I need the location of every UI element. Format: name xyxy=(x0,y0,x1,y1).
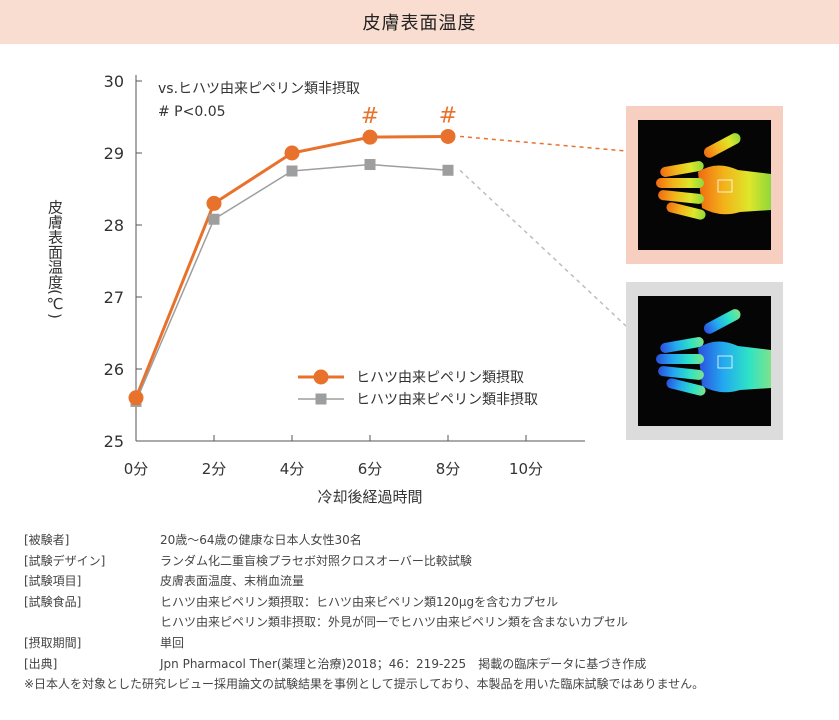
legend-marker xyxy=(315,393,327,405)
y-tick-label: 30 xyxy=(104,72,124,91)
note-value: ヒハツ由来ピペリン類摂取：ヒハツ由来ピペリン類120μgを含むカプセル xyxy=(160,594,559,609)
note-label: [試験食品] xyxy=(24,594,82,609)
footnote: ※日本人を対象とした研究レビュー採用論文の試験結果を事例として提示しており、本製… xyxy=(24,677,705,692)
x-tick-label: 2分 xyxy=(202,460,227,478)
note-label: [摂取期間] xyxy=(24,635,82,650)
thermal-hand-cool-image xyxy=(638,296,771,426)
note-row-items: [試験項目] 皮膚表面温度、末梢血流量 xyxy=(24,571,824,592)
note-label: [被験者] xyxy=(24,533,70,547)
note-row-subjects: [被験者] 20歳～64歳の健康な日本人女性30名 xyxy=(24,530,824,551)
thermal-image-cool-frame xyxy=(626,282,783,440)
significance-annotation: # P<0.05 xyxy=(158,104,226,120)
page-title: 皮膚表面温度 xyxy=(362,13,477,34)
data-point-intake xyxy=(362,129,378,145)
note-label: [試験デザイン] xyxy=(24,553,106,568)
note-label: [出典] xyxy=(24,656,58,671)
significance-mark: # xyxy=(361,104,379,129)
note-value: 20歳～64歳の健康な日本人女性30名 xyxy=(160,533,362,547)
note-row-period: [摂取期間] 単回 xyxy=(24,633,824,654)
title-banner: 皮膚表面温度 xyxy=(0,0,839,44)
x-tick-label: 10分 xyxy=(509,460,543,478)
legend-label: ヒハツ由来ピペリン類非摂取 xyxy=(356,392,538,408)
x-axis-label: 冷却後経過時間 xyxy=(317,488,422,506)
x-tick-label: 0分 xyxy=(124,460,149,478)
y-tick-label: 28 xyxy=(104,216,124,235)
significance-mark: # xyxy=(439,103,457,128)
note-value: 皮膚表面温度、末梢血流量 xyxy=(160,574,305,589)
note-row-source: [出典] Jpn Pharmacol Ther(薬理と治療)2018；46：21… xyxy=(24,654,824,675)
note-label: [試験項目] xyxy=(24,574,82,589)
thermal-hand-warm-image xyxy=(638,120,771,250)
note-value: Jpn Pharmacol Ther(薬理と治療)2018；46：219-225… xyxy=(160,656,647,671)
note-value: ランダム化二重盲検プラセボ対照クロスオーバー比較試験 xyxy=(160,553,472,568)
data-point-intake xyxy=(440,128,456,144)
data-point-intake xyxy=(206,195,222,211)
note-value: ヒハツ由来ピペリン類非摂取：外見が同一でヒハツ由来ピペリン類を含まないカプセル xyxy=(160,615,629,630)
data-point-intake xyxy=(128,390,144,406)
legend-label: ヒハツ由来ピペリン類摂取 xyxy=(356,370,524,386)
note-row-test-food: [試験食品] ヒハツ由来ピペリン類摂取：ヒハツ由来ピペリン類120μgを含むカプ… xyxy=(24,592,824,613)
x-tick-label: 6分 xyxy=(358,460,383,478)
connector-cool xyxy=(459,169,627,327)
legend-marker xyxy=(313,369,329,385)
y-tick-label: 29 xyxy=(104,144,124,163)
data-point-non-intake xyxy=(286,165,298,177)
y-tick-label: 26 xyxy=(104,360,124,379)
data-point-non-intake xyxy=(442,164,454,176)
note-row-placebo: ヒハツ由来ピペリン類非摂取：外見が同一でヒハツ由来ピペリン類を含まないカプセル xyxy=(24,612,824,633)
connector-warm xyxy=(459,135,627,152)
comparison-annotation: vs.ヒハツ由来ピペリン類非摂取 xyxy=(158,81,360,97)
x-tick-label: 4分 xyxy=(280,460,305,478)
note-label xyxy=(24,612,160,633)
y-axis-label: 皮膚表面温度(℃) xyxy=(46,199,64,319)
data-point-non-intake xyxy=(364,159,376,171)
y-tick-label: 27 xyxy=(104,288,124,307)
x-tick-label: 8分 xyxy=(436,460,461,478)
note-value: 単回 xyxy=(160,635,185,650)
note-row-design: [試験デザイン] ランダム化二重盲検プラセボ対照クロスオーバー比較試験 xyxy=(24,551,824,572)
data-point-non-intake xyxy=(208,213,220,225)
data-point-intake xyxy=(284,145,300,161)
thermal-image-warm-frame xyxy=(626,106,783,264)
study-notes: [被験者] 20歳～64歳の健康な日本人女性30名 [試験デザイン] ランダム化… xyxy=(24,530,824,695)
y-tick-label: 25 xyxy=(104,432,124,451)
